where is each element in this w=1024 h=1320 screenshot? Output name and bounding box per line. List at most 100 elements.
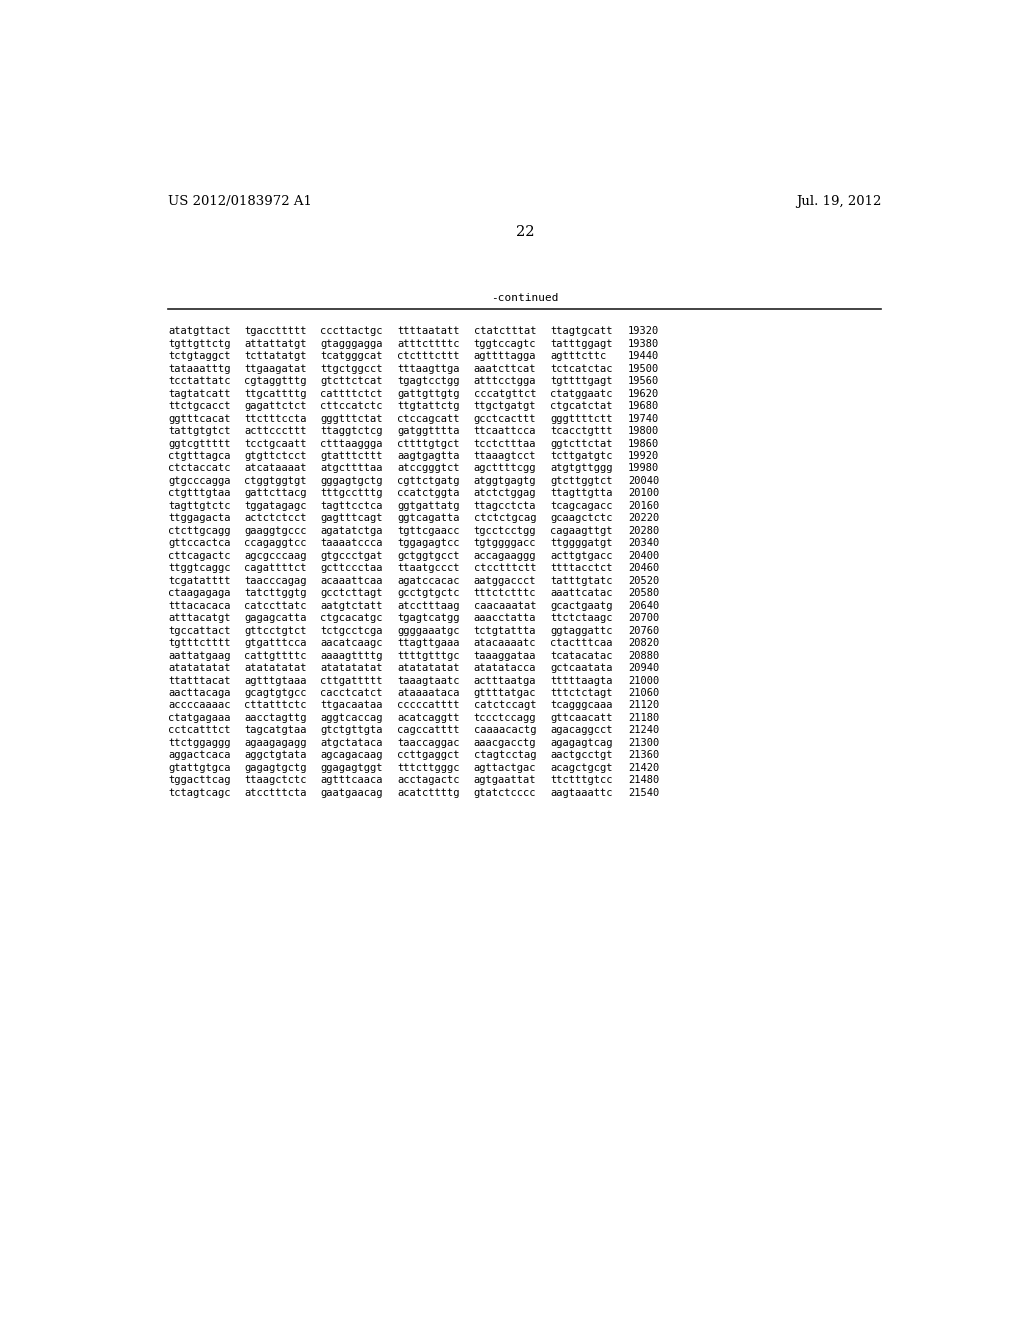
Text: ttcaattcca: ttcaattcca [474,426,537,436]
Text: tggatagagc: tggatagagc [245,500,307,511]
Text: atatgttact: atatgttact [168,326,230,337]
Text: ggtaggattc: ggtaggattc [550,626,613,636]
Text: gggtttctat: gggtttctat [321,413,383,424]
Text: tctgtaggct: tctgtaggct [168,351,230,362]
Text: gtatctcccc: gtatctcccc [474,788,537,797]
Text: ggtcttctat: ggtcttctat [550,438,613,449]
Text: ctatgagaaa: ctatgagaaa [168,713,230,723]
Text: 20460: 20460 [628,564,659,573]
Text: 19320: 19320 [628,326,659,337]
Text: atttcttttc: atttcttttc [397,339,460,348]
Text: gttccactca: gttccactca [168,539,230,548]
Text: 20640: 20640 [628,601,659,611]
Text: tcacctgttt: tcacctgttt [550,426,613,436]
Text: ttgaagatat: ttgaagatat [245,364,307,374]
Text: 19620: 19620 [628,388,659,399]
Text: aacctagttg: aacctagttg [245,713,307,723]
Text: 19680: 19680 [628,401,659,411]
Text: cattgttttc: cattgttttc [245,651,307,660]
Text: atatatatat: atatatatat [321,663,383,673]
Text: cagattttct: cagattttct [245,564,307,573]
Text: gtgcccagga: gtgcccagga [168,477,230,486]
Text: gtattgtgca: gtattgtgca [168,763,230,772]
Text: atggtgagtg: atggtgagtg [474,477,537,486]
Text: tgaccttttt: tgaccttttt [245,326,307,337]
Text: gattgttgtg: gattgttgtg [397,388,460,399]
Text: 20280: 20280 [628,525,659,536]
Text: taaccaggac: taaccaggac [397,738,460,748]
Text: gcctcttagt: gcctcttagt [321,589,383,598]
Text: gtgatttcca: gtgatttcca [245,638,307,648]
Text: gtatttcttt: gtatttcttt [321,451,383,461]
Text: ccatctggta: ccatctggta [397,488,460,499]
Text: agtttgtaaa: agtttgtaaa [245,676,307,685]
Text: 19380: 19380 [628,339,659,348]
Text: ctggtggtgt: ctggtggtgt [245,477,307,486]
Text: acatcaggtt: acatcaggtt [397,713,460,723]
Text: gagagtgctg: gagagtgctg [245,763,307,772]
Text: 21420: 21420 [628,763,659,772]
Text: aaaagttttg: aaaagttttg [321,651,383,660]
Text: ctatggaatc: ctatggaatc [550,388,613,399]
Text: 20100: 20100 [628,488,659,499]
Text: catctccagt: catctccagt [474,701,537,710]
Text: tatttggagt: tatttggagt [550,339,613,348]
Text: tttcttgggc: tttcttgggc [397,763,460,772]
Text: 21300: 21300 [628,738,659,748]
Text: atttcctgga: atttcctgga [474,376,537,387]
Text: tgagtcctgg: tgagtcctgg [397,376,460,387]
Text: atgctataca: atgctataca [321,738,383,748]
Text: ttctttgtcc: ttctttgtcc [550,775,613,785]
Text: tggacttcag: tggacttcag [168,775,230,785]
Text: 21360: 21360 [628,750,659,760]
Text: cccttactgc: cccttactgc [321,326,383,337]
Text: ttctttccta: ttctttccta [245,413,307,424]
Text: ttatttacat: ttatttacat [168,676,230,685]
Text: tcttgatgtc: tcttgatgtc [550,451,613,461]
Text: 19920: 19920 [628,451,659,461]
Text: gcttccctaa: gcttccctaa [321,564,383,573]
Text: gagagcatta: gagagcatta [245,614,307,623]
Text: gagtttcagt: gagtttcagt [321,513,383,523]
Text: 19800: 19800 [628,426,659,436]
Text: cgttctgatg: cgttctgatg [397,477,460,486]
Text: aattatgaag: aattatgaag [168,651,230,660]
Text: gatggtttta: gatggtttta [397,426,460,436]
Text: 19980: 19980 [628,463,659,474]
Text: 20760: 20760 [628,626,659,636]
Text: tttttaagta: tttttaagta [550,676,613,685]
Text: gattcttacg: gattcttacg [245,488,307,499]
Text: acaaattcaa: acaaattcaa [321,576,383,586]
Text: tgttgttctg: tgttgttctg [168,339,230,348]
Text: ggggaaatgc: ggggaaatgc [397,626,460,636]
Text: aggactcaca: aggactcaca [168,750,230,760]
Text: 19740: 19740 [628,413,659,424]
Text: tttgcctttg: tttgcctttg [321,488,383,499]
Text: gcctgtgctc: gcctgtgctc [397,589,460,598]
Text: agtttcttc: agtttcttc [550,351,606,362]
Text: acctagactc: acctagactc [397,775,460,785]
Text: 21240: 21240 [628,726,659,735]
Text: 21000: 21000 [628,676,659,685]
Text: tgcctcctgg: tgcctcctgg [474,525,537,536]
Text: tgttttgagt: tgttttgagt [550,376,613,387]
Text: ctagtcctag: ctagtcctag [474,750,537,760]
Text: agtttcaaca: agtttcaaca [321,775,383,785]
Text: ttttaatatt: ttttaatatt [397,326,460,337]
Text: ttctggaggg: ttctggaggg [168,738,230,748]
Text: actttaatga: actttaatga [474,676,537,685]
Text: tagttgtctc: tagttgtctc [168,500,230,511]
Text: 19860: 19860 [628,438,659,449]
Text: tccctccagg: tccctccagg [474,713,537,723]
Text: agatccacac: agatccacac [397,576,460,586]
Text: cacctcatct: cacctcatct [321,688,383,698]
Text: acatcttttg: acatcttttg [397,788,460,797]
Text: ggtttcacat: ggtttcacat [168,413,230,424]
Text: ttgacaataa: ttgacaataa [321,701,383,710]
Text: atccgggtct: atccgggtct [397,463,460,474]
Text: cccccatttt: cccccatttt [397,701,460,710]
Text: acttcccttt: acttcccttt [245,426,307,436]
Text: 19500: 19500 [628,364,659,374]
Text: 21180: 21180 [628,713,659,723]
Text: tttaagttga: tttaagttga [397,364,460,374]
